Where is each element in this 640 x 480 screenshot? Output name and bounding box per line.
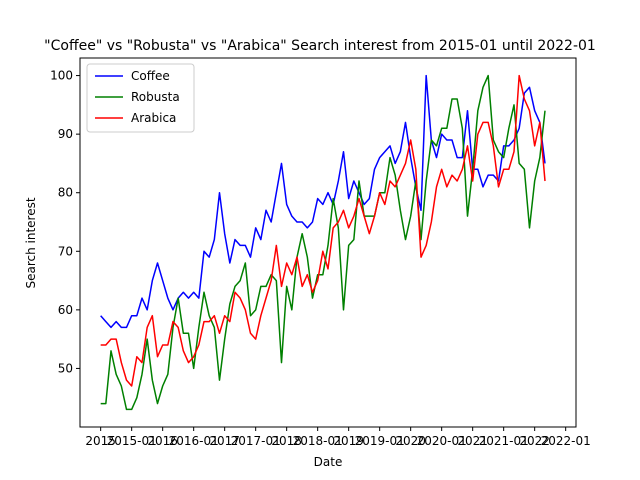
y-axis-label: Search interest: [24, 197, 38, 288]
legend-label-arabica: Arabica: [131, 111, 176, 125]
x-tick-label: 2018: [271, 434, 302, 448]
x-tick-label: 2017-01: [231, 434, 281, 448]
x-tick-label: 2020-01: [417, 434, 467, 448]
x-tick-label: 2018-01: [293, 434, 343, 448]
series-line-robusta: [100, 74, 546, 411]
x-tick-label: 2021-01: [479, 434, 529, 448]
plot-frame: [79, 57, 577, 428]
legend-box: [86, 63, 195, 133]
y-tick-label: 80: [58, 186, 73, 200]
y-tick-label: 70: [58, 244, 73, 258]
chart-title: "Coffee" vs "Robusta" vs "Arabica" Searc…: [44, 38, 596, 54]
x-axis-ticks: 20152015-0120162016-0120172017-012018201…: [85, 427, 591, 448]
x-tick-label: 2022: [519, 434, 550, 448]
y-tick-label: 90: [58, 127, 73, 141]
x-tick-label: 2015: [85, 434, 116, 448]
x-tick-label: 2016-01: [169, 434, 219, 448]
legend-label-coffee: Coffee: [131, 69, 170, 83]
legend: Coffee Robusta Arabica: [86, 63, 195, 133]
series-line-coffee: [100, 74, 546, 329]
series-line-arabica: [100, 74, 546, 387]
y-tick-label: 60: [58, 303, 73, 317]
x-tick-label: 2022-01: [541, 434, 591, 448]
x-tick-label: 2021: [457, 434, 488, 448]
x-tick-label: 2016: [147, 434, 178, 448]
y-axis-ticks: 50 60 70 80 90 100: [50, 69, 80, 375]
y-tick-label: 50: [58, 361, 73, 375]
x-tick-label: 2015-01: [107, 434, 157, 448]
x-tick-label: 2020: [395, 434, 426, 448]
x-tick-label: 2019: [333, 434, 364, 448]
x-tick-label: 2017: [209, 434, 240, 448]
x-axis-label: Date: [314, 455, 343, 469]
series-layer: [100, 74, 546, 411]
x-tick-label: 2019-01: [355, 434, 405, 448]
legend-label-robusta: Robusta: [131, 90, 180, 104]
y-tick-label: 100: [50, 69, 73, 83]
